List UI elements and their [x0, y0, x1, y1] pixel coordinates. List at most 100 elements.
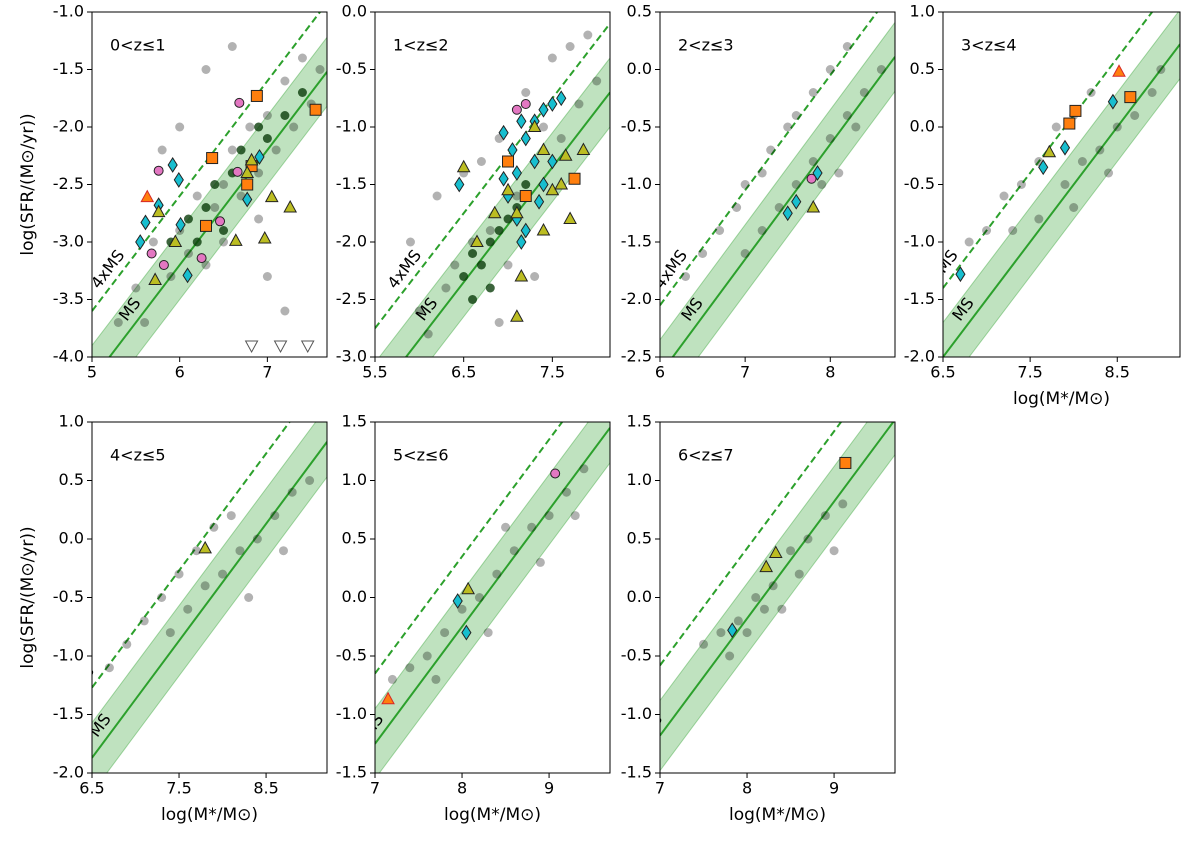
y-tick-label: -1.5: [336, 174, 367, 193]
point: [715, 226, 725, 235]
point: [158, 260, 169, 270]
point: [964, 237, 974, 247]
point: [554, 176, 569, 190]
point: [240, 165, 255, 178]
y-tick-label: -1.0: [53, 646, 84, 665]
point: [153, 165, 164, 176]
point: [1077, 157, 1087, 166]
point: [487, 205, 502, 219]
point: [699, 639, 709, 649]
point: [851, 122, 861, 132]
point: [1008, 226, 1018, 235]
point: [140, 214, 151, 231]
point: [510, 205, 524, 219]
point: [241, 178, 254, 191]
ms4-line-label: 4xMS: [650, 246, 691, 292]
x-axis-label: log(M*/M⊙): [161, 805, 258, 825]
y-axis-label: log(SFR/(M⊙/yr)): [18, 113, 38, 255]
point: [262, 111, 272, 120]
point: [556, 90, 567, 107]
point: [859, 88, 869, 97]
point: [309, 103, 322, 116]
y-tick-label: -1.0: [621, 174, 652, 193]
point: [175, 216, 186, 233]
point: [414, 306, 424, 316]
point: [803, 534, 813, 544]
x-tick-label: 7: [370, 779, 380, 798]
point: [196, 253, 207, 264]
point: [140, 189, 155, 203]
point: [512, 191, 522, 201]
point: [146, 248, 157, 259]
y-tick-label: -1.5: [53, 704, 84, 723]
point: [536, 142, 551, 155]
point: [226, 511, 236, 521]
point: [503, 260, 513, 270]
point: [244, 593, 254, 602]
x-axis-label: log(M*/M⊙): [444, 805, 541, 825]
point: [476, 157, 486, 166]
point: [1042, 144, 1057, 158]
ms-line: [943, 43, 1180, 357]
point: [727, 622, 738, 639]
y-tick-label: 0.0: [910, 117, 935, 136]
y-tick-label: -2.5: [53, 174, 84, 193]
point: [254, 214, 264, 224]
y-tick-label: -1.0: [904, 232, 935, 251]
panel-title: 5<z≤6: [393, 446, 449, 465]
point: [235, 546, 245, 556]
point: [808, 88, 818, 97]
point: [516, 234, 527, 250]
point: [535, 557, 545, 567]
ms-band: [92, 422, 327, 773]
point: [113, 318, 123, 327]
ms4-line-label: 4xMS: [920, 246, 961, 292]
point: [191, 546, 201, 556]
point: [766, 145, 776, 155]
point: [215, 216, 226, 227]
point: [457, 604, 467, 614]
point: [1060, 180, 1070, 189]
point: [791, 193, 802, 210]
point: [759, 604, 769, 614]
point: [431, 674, 441, 684]
y-tick-label: 1.0: [910, 2, 935, 21]
point: [381, 691, 395, 705]
point: [151, 204, 166, 218]
point: [698, 249, 708, 258]
point: [592, 76, 602, 86]
x-tick-label: 7.5: [1017, 363, 1042, 382]
point: [563, 211, 577, 224]
point: [1086, 88, 1096, 97]
x-tick-label: 9: [829, 779, 839, 798]
point: [183, 249, 193, 258]
point: [681, 272, 691, 281]
y-tick-label: -2.0: [621, 289, 652, 308]
y-tick-label: 0.5: [910, 59, 935, 78]
y-tick-label: -3.0: [53, 232, 84, 251]
point: [1156, 65, 1166, 74]
point: [876, 65, 886, 74]
x-tick-label: 8: [825, 363, 835, 382]
point: [1034, 214, 1044, 224]
point: [568, 172, 581, 185]
point: [999, 191, 1009, 201]
y-axis-label: log(SFR/(M⊙/yr)): [18, 526, 38, 668]
ms-line-label: MS: [637, 710, 667, 741]
y-tick-label: -1.5: [904, 289, 935, 308]
y-tick-label: -0.5: [621, 117, 652, 136]
x-tick-label: 7.5: [166, 779, 191, 798]
x-tick-label: 8: [457, 779, 467, 798]
ms-band: [92, 36, 327, 357]
point: [520, 222, 531, 239]
point: [315, 65, 325, 74]
point: [516, 113, 527, 130]
point: [1051, 122, 1061, 132]
point: [740, 249, 750, 258]
point: [1124, 91, 1137, 104]
point: [157, 145, 167, 155]
